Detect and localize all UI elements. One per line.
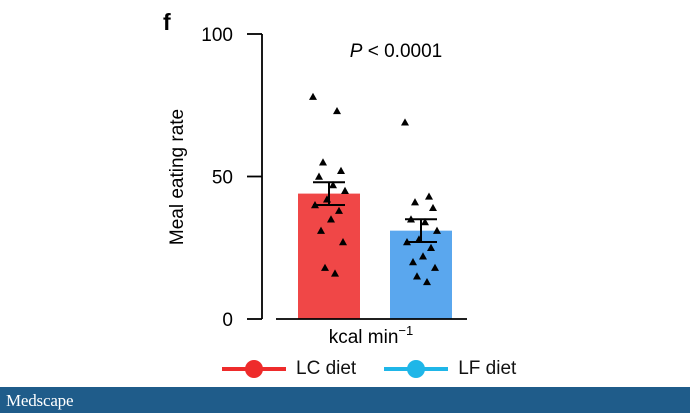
data-point: [411, 198, 419, 206]
legend-swatch-lf-diet: [384, 359, 449, 379]
y-tick-label: 50: [212, 168, 233, 189]
data-point: [333, 106, 341, 115]
footer-bar: Medscape: [0, 387, 690, 413]
data-point: [429, 203, 437, 212]
error-bars: [313, 181, 437, 244]
legend-swatch-lc-diet: [222, 359, 286, 379]
bar: [390, 230, 452, 319]
data-point: [423, 277, 431, 286]
p-symbol: P: [350, 41, 363, 62]
legend: LC diet LF diet: [222, 358, 516, 380]
data-point: [419, 252, 427, 260]
data-point: [401, 118, 409, 126]
x-axis-unit: kcal min: [329, 327, 399, 348]
data-point: [425, 192, 433, 200]
data-point: [329, 181, 337, 189]
p-value-annotation: P < 0.0001: [350, 41, 442, 62]
data-point: [433, 226, 441, 234]
x-axis-exponent: −1: [398, 323, 413, 338]
data-point: [315, 172, 323, 180]
y-tick-label: 100: [201, 25, 233, 46]
data-point: [341, 186, 349, 194]
bar: [298, 193, 360, 319]
data-point: [427, 243, 435, 251]
data-point: [335, 206, 343, 214]
data-point: [327, 215, 335, 223]
y-tick-label: 0: [222, 310, 233, 331]
bars: [298, 193, 452, 319]
legend-item-lf-diet: LF diet: [384, 358, 516, 380]
data-point: [317, 226, 325, 234]
chart: f Meal eating rate 0 50 100 P < 0.0001 kca…: [163, 9, 467, 348]
legend-item-lc-diet: LC diet: [222, 358, 356, 380]
p-value: < 0.0001: [362, 41, 442, 62]
data-point: [309, 92, 317, 100]
data-point: [337, 166, 345, 174]
panel-label: f: [163, 9, 171, 35]
y-ticks: 0 50 100: [201, 25, 262, 331]
legend-label-lc-diet: LC diet: [296, 358, 357, 379]
x-axis-label: kcal min−1: [329, 323, 414, 348]
data-point: [413, 272, 421, 280]
data-point: [431, 263, 439, 271]
data-point: [409, 258, 417, 266]
data-point: [421, 218, 429, 226]
y-axis-label: Meal eating rate: [167, 109, 188, 245]
data-point: [321, 263, 329, 271]
data-point: [331, 269, 339, 277]
data-point: [319, 158, 327, 166]
medscape-logo[interactable]: Medscape: [6, 391, 74, 410]
data-point: [339, 238, 347, 246]
legend-label-lf-diet: LF diet: [458, 358, 517, 379]
